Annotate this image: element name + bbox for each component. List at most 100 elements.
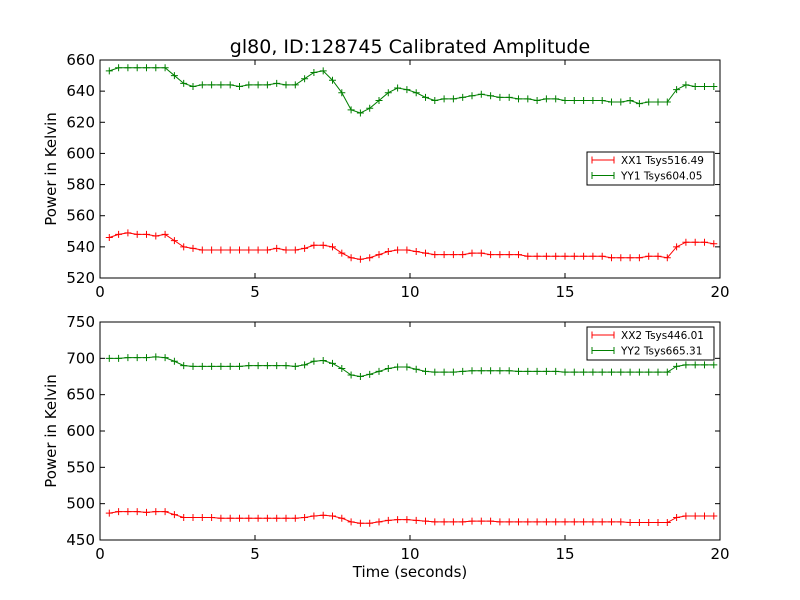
data-point-marker <box>180 79 188 87</box>
data-point-marker <box>440 95 448 103</box>
data-point-marker <box>394 84 402 92</box>
y-tick-label: 450 <box>66 531 95 549</box>
data-point-marker <box>422 517 429 525</box>
data-point-marker <box>310 357 318 365</box>
data-point-marker <box>459 367 467 375</box>
data-point-marker <box>412 516 420 524</box>
data-point-marker <box>682 361 690 369</box>
data-point-marker <box>226 362 234 370</box>
data-point-marker <box>477 367 485 375</box>
data-point-marker <box>431 251 439 259</box>
y-tick-label: 600 <box>66 422 95 440</box>
data-point-marker <box>366 254 374 262</box>
data-point-marker <box>515 518 522 526</box>
data-point-marker <box>645 519 653 527</box>
data-point-marker <box>356 519 364 527</box>
data-point-marker <box>487 367 495 375</box>
data-point-marker <box>524 252 532 260</box>
series-yy-1 <box>105 64 718 117</box>
data-point-marker <box>329 243 336 251</box>
series-xx-1 <box>105 229 718 263</box>
data-point-marker <box>263 362 271 370</box>
data-point-marker <box>431 518 439 526</box>
data-point-marker <box>515 367 522 375</box>
y-axis-label: Power in Kelvin <box>42 112 60 226</box>
data-point-marker <box>701 512 708 520</box>
data-point-marker <box>263 81 271 89</box>
legend-marker <box>591 347 615 354</box>
data-point-marker <box>105 354 113 362</box>
data-point-marker <box>580 368 588 376</box>
data-point-marker <box>645 252 653 260</box>
data-point-marker <box>273 79 281 87</box>
data-point-marker <box>710 361 718 369</box>
data-point-marker <box>394 516 402 524</box>
data-point-marker <box>143 230 150 238</box>
data-point-marker <box>180 243 188 251</box>
data-point-marker <box>589 518 597 526</box>
legend: XX1 Tsys516.49 YY1 Tsys604.05 <box>586 151 715 186</box>
data-point-marker <box>505 251 513 259</box>
data-point-marker <box>161 508 169 516</box>
data-point-marker <box>431 368 439 376</box>
data-point-marker <box>487 517 495 525</box>
data-point-marker <box>273 514 281 522</box>
data-point-marker <box>412 89 420 97</box>
data-point-marker <box>552 252 560 260</box>
data-point-marker <box>654 98 662 106</box>
data-point-marker <box>282 514 290 522</box>
data-point-marker <box>301 244 309 252</box>
data-point-marker <box>319 357 327 365</box>
y-tick-label: 540 <box>66 238 95 256</box>
data-point-marker <box>691 512 699 520</box>
data-point-marker <box>580 252 588 260</box>
data-point-marker <box>254 362 262 370</box>
y-tick-label: 640 <box>66 82 95 100</box>
data-point-marker <box>133 354 141 362</box>
data-point-marker <box>617 98 625 106</box>
data-point-marker <box>263 514 271 522</box>
data-point-marker <box>580 96 588 104</box>
data-point-marker <box>654 368 662 376</box>
data-point-marker <box>189 362 197 370</box>
data-point-marker <box>580 518 588 526</box>
data-point-marker <box>459 251 467 259</box>
data-point-marker <box>673 243 681 251</box>
data-point-marker <box>701 82 708 90</box>
data-point-marker <box>217 362 225 370</box>
data-point-marker <box>273 244 281 252</box>
data-point-marker <box>533 252 541 260</box>
data-point-marker <box>598 368 606 376</box>
data-point-marker <box>226 81 234 89</box>
data-point-marker <box>170 237 178 245</box>
data-point-marker <box>152 508 160 516</box>
data-point-marker <box>533 518 541 526</box>
data-point-marker <box>180 362 188 370</box>
data-point-marker <box>635 100 643 108</box>
data-point-marker <box>124 354 132 362</box>
x-tick-label: 5 <box>250 545 260 563</box>
y-tick-label: 560 <box>66 207 95 225</box>
data-point-marker <box>161 64 169 72</box>
series-yy-2 <box>105 353 718 380</box>
data-point-marker <box>468 517 476 525</box>
data-point-marker <box>598 518 606 526</box>
data-point-marker <box>561 368 569 376</box>
data-point-marker <box>422 367 429 375</box>
data-point-marker <box>263 246 271 254</box>
data-point-marker <box>570 96 578 104</box>
data-point-marker <box>180 513 188 521</box>
data-point-marker <box>236 82 243 90</box>
data-point-marker <box>356 255 364 263</box>
data-point-marker <box>384 248 392 256</box>
data-point-marker <box>124 508 132 516</box>
x-tick-label: 20 <box>710 283 729 301</box>
data-point-marker <box>487 92 495 100</box>
data-point-marker <box>422 93 429 101</box>
data-point-marker <box>561 518 569 526</box>
data-point-marker <box>496 367 504 375</box>
data-point-marker <box>440 368 448 376</box>
data-point-marker <box>347 518 355 526</box>
data-point-marker <box>124 64 132 72</box>
